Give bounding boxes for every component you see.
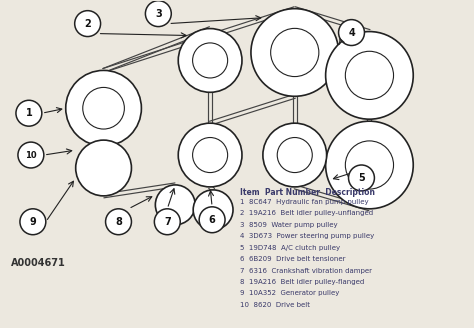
Circle shape xyxy=(83,88,124,129)
Circle shape xyxy=(271,29,319,76)
Text: A0004671: A0004671 xyxy=(11,257,66,268)
Circle shape xyxy=(20,209,46,235)
Circle shape xyxy=(326,121,413,209)
Circle shape xyxy=(326,31,413,119)
Circle shape xyxy=(338,20,365,46)
Circle shape xyxy=(178,29,242,92)
Circle shape xyxy=(146,1,171,27)
Circle shape xyxy=(106,209,131,235)
Text: 8: 8 xyxy=(115,217,122,227)
Text: 6: 6 xyxy=(209,215,216,225)
Text: 9  10A352  Generator pulley: 9 10A352 Generator pulley xyxy=(240,291,339,297)
Circle shape xyxy=(193,190,233,230)
Circle shape xyxy=(199,207,225,233)
Circle shape xyxy=(66,71,141,146)
Circle shape xyxy=(178,123,242,187)
Text: Item  Part Number  Description: Item Part Number Description xyxy=(240,188,375,197)
Text: 6  6B209  Drive belt tensioner: 6 6B209 Drive belt tensioner xyxy=(240,256,346,262)
Circle shape xyxy=(263,123,327,187)
Circle shape xyxy=(348,165,374,191)
Text: 4  3D673  Power steering pump pulley: 4 3D673 Power steering pump pulley xyxy=(240,233,374,239)
Circle shape xyxy=(155,209,180,235)
Text: 1: 1 xyxy=(26,108,32,118)
Circle shape xyxy=(277,137,312,173)
Circle shape xyxy=(16,100,42,126)
Circle shape xyxy=(346,51,393,99)
Text: 5  19D748  A/C clutch pulley: 5 19D748 A/C clutch pulley xyxy=(240,245,340,251)
Circle shape xyxy=(346,141,393,189)
Text: 2  19A216  Belt idler pulley-unflanged: 2 19A216 Belt idler pulley-unflanged xyxy=(240,210,373,216)
Text: 1  8C647  Hydraulic fan pump pulley: 1 8C647 Hydraulic fan pump pulley xyxy=(240,199,369,205)
Circle shape xyxy=(18,142,44,168)
Text: 9: 9 xyxy=(29,217,36,227)
Text: 7: 7 xyxy=(164,217,171,227)
Circle shape xyxy=(192,43,228,78)
Circle shape xyxy=(192,137,228,173)
Circle shape xyxy=(75,10,100,36)
Text: 3: 3 xyxy=(155,9,162,19)
Text: 10  8620  Drive belt: 10 8620 Drive belt xyxy=(240,302,310,308)
Circle shape xyxy=(76,140,131,196)
Circle shape xyxy=(155,185,195,225)
Text: 3  8509  Water pump pulley: 3 8509 Water pump pulley xyxy=(240,222,337,228)
Text: 4: 4 xyxy=(348,28,355,38)
Text: 5: 5 xyxy=(358,173,365,183)
Text: 2: 2 xyxy=(84,19,91,29)
Text: 10: 10 xyxy=(25,151,36,159)
Circle shape xyxy=(251,9,338,96)
Text: 7  6316  Crankshaft vibration damper: 7 6316 Crankshaft vibration damper xyxy=(240,268,372,274)
Text: 8  19A216  Belt idler pulley-flanged: 8 19A216 Belt idler pulley-flanged xyxy=(240,279,364,285)
